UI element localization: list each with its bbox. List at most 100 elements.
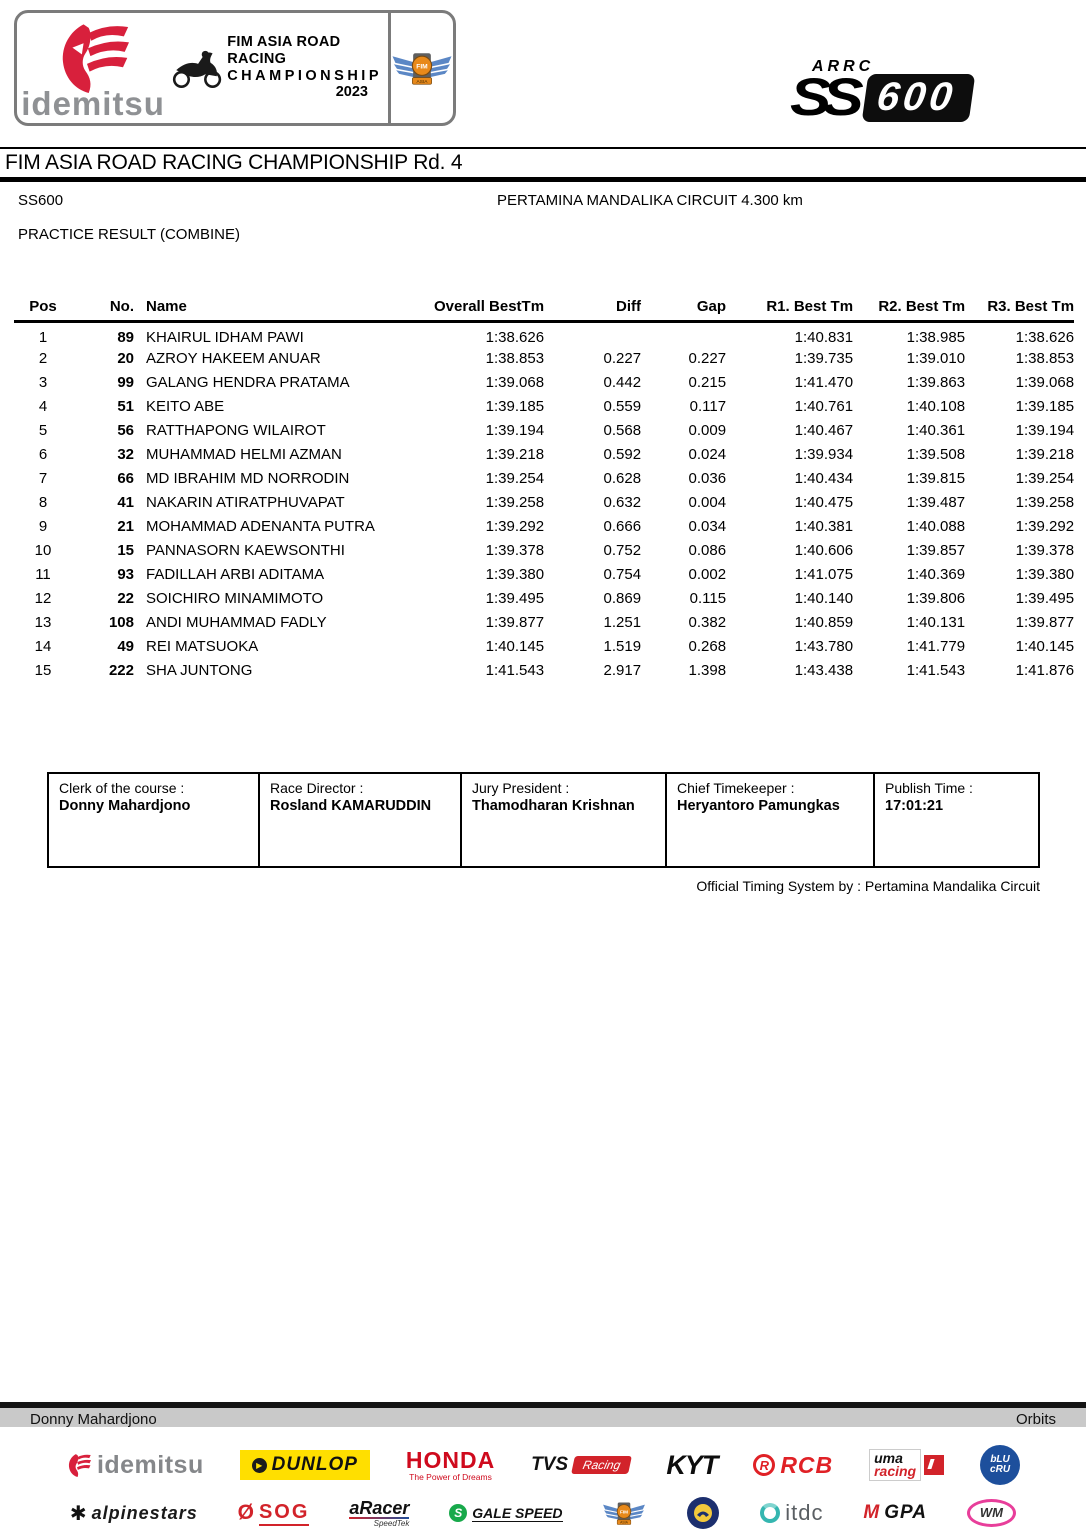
sponsor-wm-label: WM — [979, 1505, 1004, 1520]
championship-year: 2023 — [335, 84, 368, 101]
sponsor-honda: HONDA The Power of Dreams — [406, 1448, 495, 1482]
cell-best: 1:39.194 — [485, 421, 545, 439]
col-header-diff: Diff — [544, 298, 642, 323]
sponsor-alpinestars-label: alpinestars — [91, 1502, 198, 1523]
cell-r2: 1:40.369 — [906, 565, 966, 583]
result-row: 8 41 NAKARIN ATIRATPHUVAPAT 1:39.258 0.632 0.… — [14, 490, 1074, 514]
cell-gap: 0.215 — [688, 373, 727, 391]
cell-diff: 0.632 — [603, 493, 642, 511]
cell-r1: 1:40.467 — [794, 421, 854, 439]
results-body: 1 89 KHAIRUL IDHAM PAWI 1:38.626 1:40.831 1:3… — [14, 322, 1074, 683]
official-value: Donny Mahardjono — [59, 798, 191, 814]
cell-gap: 1.398 — [688, 661, 727, 679]
cell-diff: 0.568 — [603, 421, 642, 439]
idemitsu-wordmark: idemitsu — [21, 84, 165, 122]
six-hundred-box: 600 — [861, 74, 975, 123]
result-row: 2 20 AZROY HAKEEM ANUAR 1:38.853 0.227 0.227 1… — [14, 346, 1074, 370]
cell-name: AZROY HAKEEM ANUAR — [146, 349, 321, 367]
cell-name: KHAIRUL IDHAM PAWI — [146, 329, 304, 346]
sponsor-kyt-label: KYT — [666, 1449, 718, 1480]
cell-best: 1:39.378 — [485, 541, 545, 559]
col-header-r2: R2. Best Tm — [853, 298, 966, 323]
divider-thin — [0, 147, 1086, 149]
arrc-label: ARRC — [812, 58, 875, 75]
event-title: FIM ASIA ROAD RACING CHAMPIONSHIP Rd. 4 — [5, 151, 463, 174]
sponsor-honda-tagline: The Power of Dreams — [409, 1471, 492, 1482]
cell-r2: 1:39.508 — [906, 445, 966, 463]
cell-no: 20 — [117, 349, 134, 367]
sponsor-dunlop: ▶ DUNLOP — [239, 1450, 370, 1480]
cell-r3: 1:39.218 — [1015, 445, 1075, 463]
cell-r1: 1:40.831 — [794, 329, 854, 346]
cell-diff: 2.917 — [603, 661, 642, 679]
result-row: 9 21 MOHAMMAD ADENANTA PUTRA 1:39.292 0.666 0… — [14, 514, 1074, 538]
sponsor-mgpa: M GPA — [863, 1502, 927, 1524]
cell-r3: 1:38.853 — [1015, 349, 1075, 367]
rcb-circle-icon: R — [753, 1454, 776, 1476]
official-label: Chief Timekeeper : — [677, 780, 795, 796]
result-row: 12 22 SOICHIRO MINAMIMOTO 1:39.495 0.869 0.11… — [14, 586, 1074, 610]
cell-r2: 1:39.806 — [906, 589, 966, 607]
cell-best: 1:39.292 — [485, 517, 545, 535]
col-header-pos: Pos — [14, 298, 72, 323]
cell-gap: 0.382 — [688, 613, 727, 631]
svg-text:ASIA: ASIA — [417, 79, 429, 85]
cell-r1: 1:41.470 — [794, 373, 854, 391]
cell-pos: 12 — [34, 589, 52, 607]
motorcycle-icon — [173, 50, 222, 88]
cell-best: 1:39.254 — [485, 469, 545, 487]
sponsor-racing-label: racing — [874, 1463, 917, 1479]
cell-diff: 0.559 — [603, 397, 642, 415]
cell-r2: 1:39.863 — [906, 373, 966, 391]
col-header-r1: R1. Best Tm — [726, 298, 854, 323]
cell-name: GALANG HENDRA PRATAMA — [146, 373, 350, 391]
sponsor-mgpa-label: GPA — [884, 1502, 927, 1523]
cell-no: 15 — [117, 541, 134, 559]
cell-r2: 1:41.543 — [906, 661, 966, 679]
cell-no: 41 — [117, 493, 134, 511]
cell-name: SHA JUNTONG — [146, 661, 253, 679]
cell-r1: 1:40.475 — [794, 493, 854, 511]
cell-r1: 1:40.381 — [794, 517, 854, 535]
cell-no: 93 — [117, 565, 134, 583]
cell-best: 1:41.543 — [485, 661, 545, 679]
cell-best: 1:38.626 — [485, 329, 545, 346]
result-row: 7 66 MD IBRAHIM MD NORRODIN 1:39.254 0.628 0.… — [14, 466, 1074, 490]
uma-racing-mark-icon — [924, 1455, 945, 1475]
result-row: 6 32 MUHAMMAD HELMI AZMAN 1:39.218 0.592 0.02… — [14, 442, 1074, 466]
cell-diff: 0.442 — [603, 373, 642, 391]
ss-text: SS — [790, 68, 864, 127]
cell-diff: 0.628 — [603, 469, 642, 487]
cell-gap: 0.115 — [689, 589, 727, 607]
sponsor-rcb: R RCB — [753, 1452, 833, 1479]
sponsor-idemitsu-label: idemitsu — [96, 1450, 204, 1479]
results-header-row: Pos No. Name Overall BestTm Diff Gap R1.… — [14, 298, 1075, 323]
result-row: 1 89 KHAIRUL IDHAM PAWI 1:38.626 1:40.831 1:3… — [14, 322, 1074, 346]
cell-no: 22 — [117, 589, 134, 607]
sponsor-sog: Ø SOG — [238, 1501, 310, 1526]
sponsor-imi — [686, 1496, 720, 1530]
sponsor-tvs-racing-label: Racing — [571, 1456, 633, 1474]
circuit-name: PERTAMINA MANDALIKA CIRCUIT 4.300 km — [497, 192, 803, 209]
cell-r2: 1:39.487 — [906, 493, 966, 511]
sponsor-tvs-label: TVS — [531, 1454, 569, 1475]
cell-best: 1:39.877 — [485, 613, 545, 631]
uma-racing-wordmark: uma racing — [869, 1449, 922, 1481]
official-race-director: Race Director : Rosland KAMARUDDIN — [260, 774, 462, 866]
cell-r2: 1:40.361 — [906, 421, 966, 439]
fim-asia-badge: FIM ASIA — [388, 13, 453, 123]
cell-r2: 1:38.985 — [906, 329, 966, 346]
sponsors-row-1: idemitsu ▶ DUNLOP HONDA The Power of Dre… — [30, 1441, 1056, 1489]
cell-r1: 1:43.438 — [794, 661, 854, 679]
championship-line2: CHAMPIONSHIP — [227, 67, 382, 84]
cell-r2: 1:39.010 — [906, 349, 966, 367]
cell-best: 1:39.185 — [485, 397, 545, 415]
divider-thick — [0, 177, 1086, 182]
cell-r3: 1:39.254 — [1015, 469, 1075, 487]
cell-no: 89 — [117, 329, 134, 346]
sponsor-uma-racing: uma racing — [869, 1449, 945, 1481]
galespeed-s-icon: S — [449, 1504, 468, 1522]
alpinestars-star-icon: ✱ — [69, 1502, 87, 1525]
cell-diff: 1.519 — [603, 637, 642, 655]
sponsors-row-2: ✱ alpinestars Ø SOG aRacer SpeedTek S GA… — [30, 1494, 1056, 1532]
